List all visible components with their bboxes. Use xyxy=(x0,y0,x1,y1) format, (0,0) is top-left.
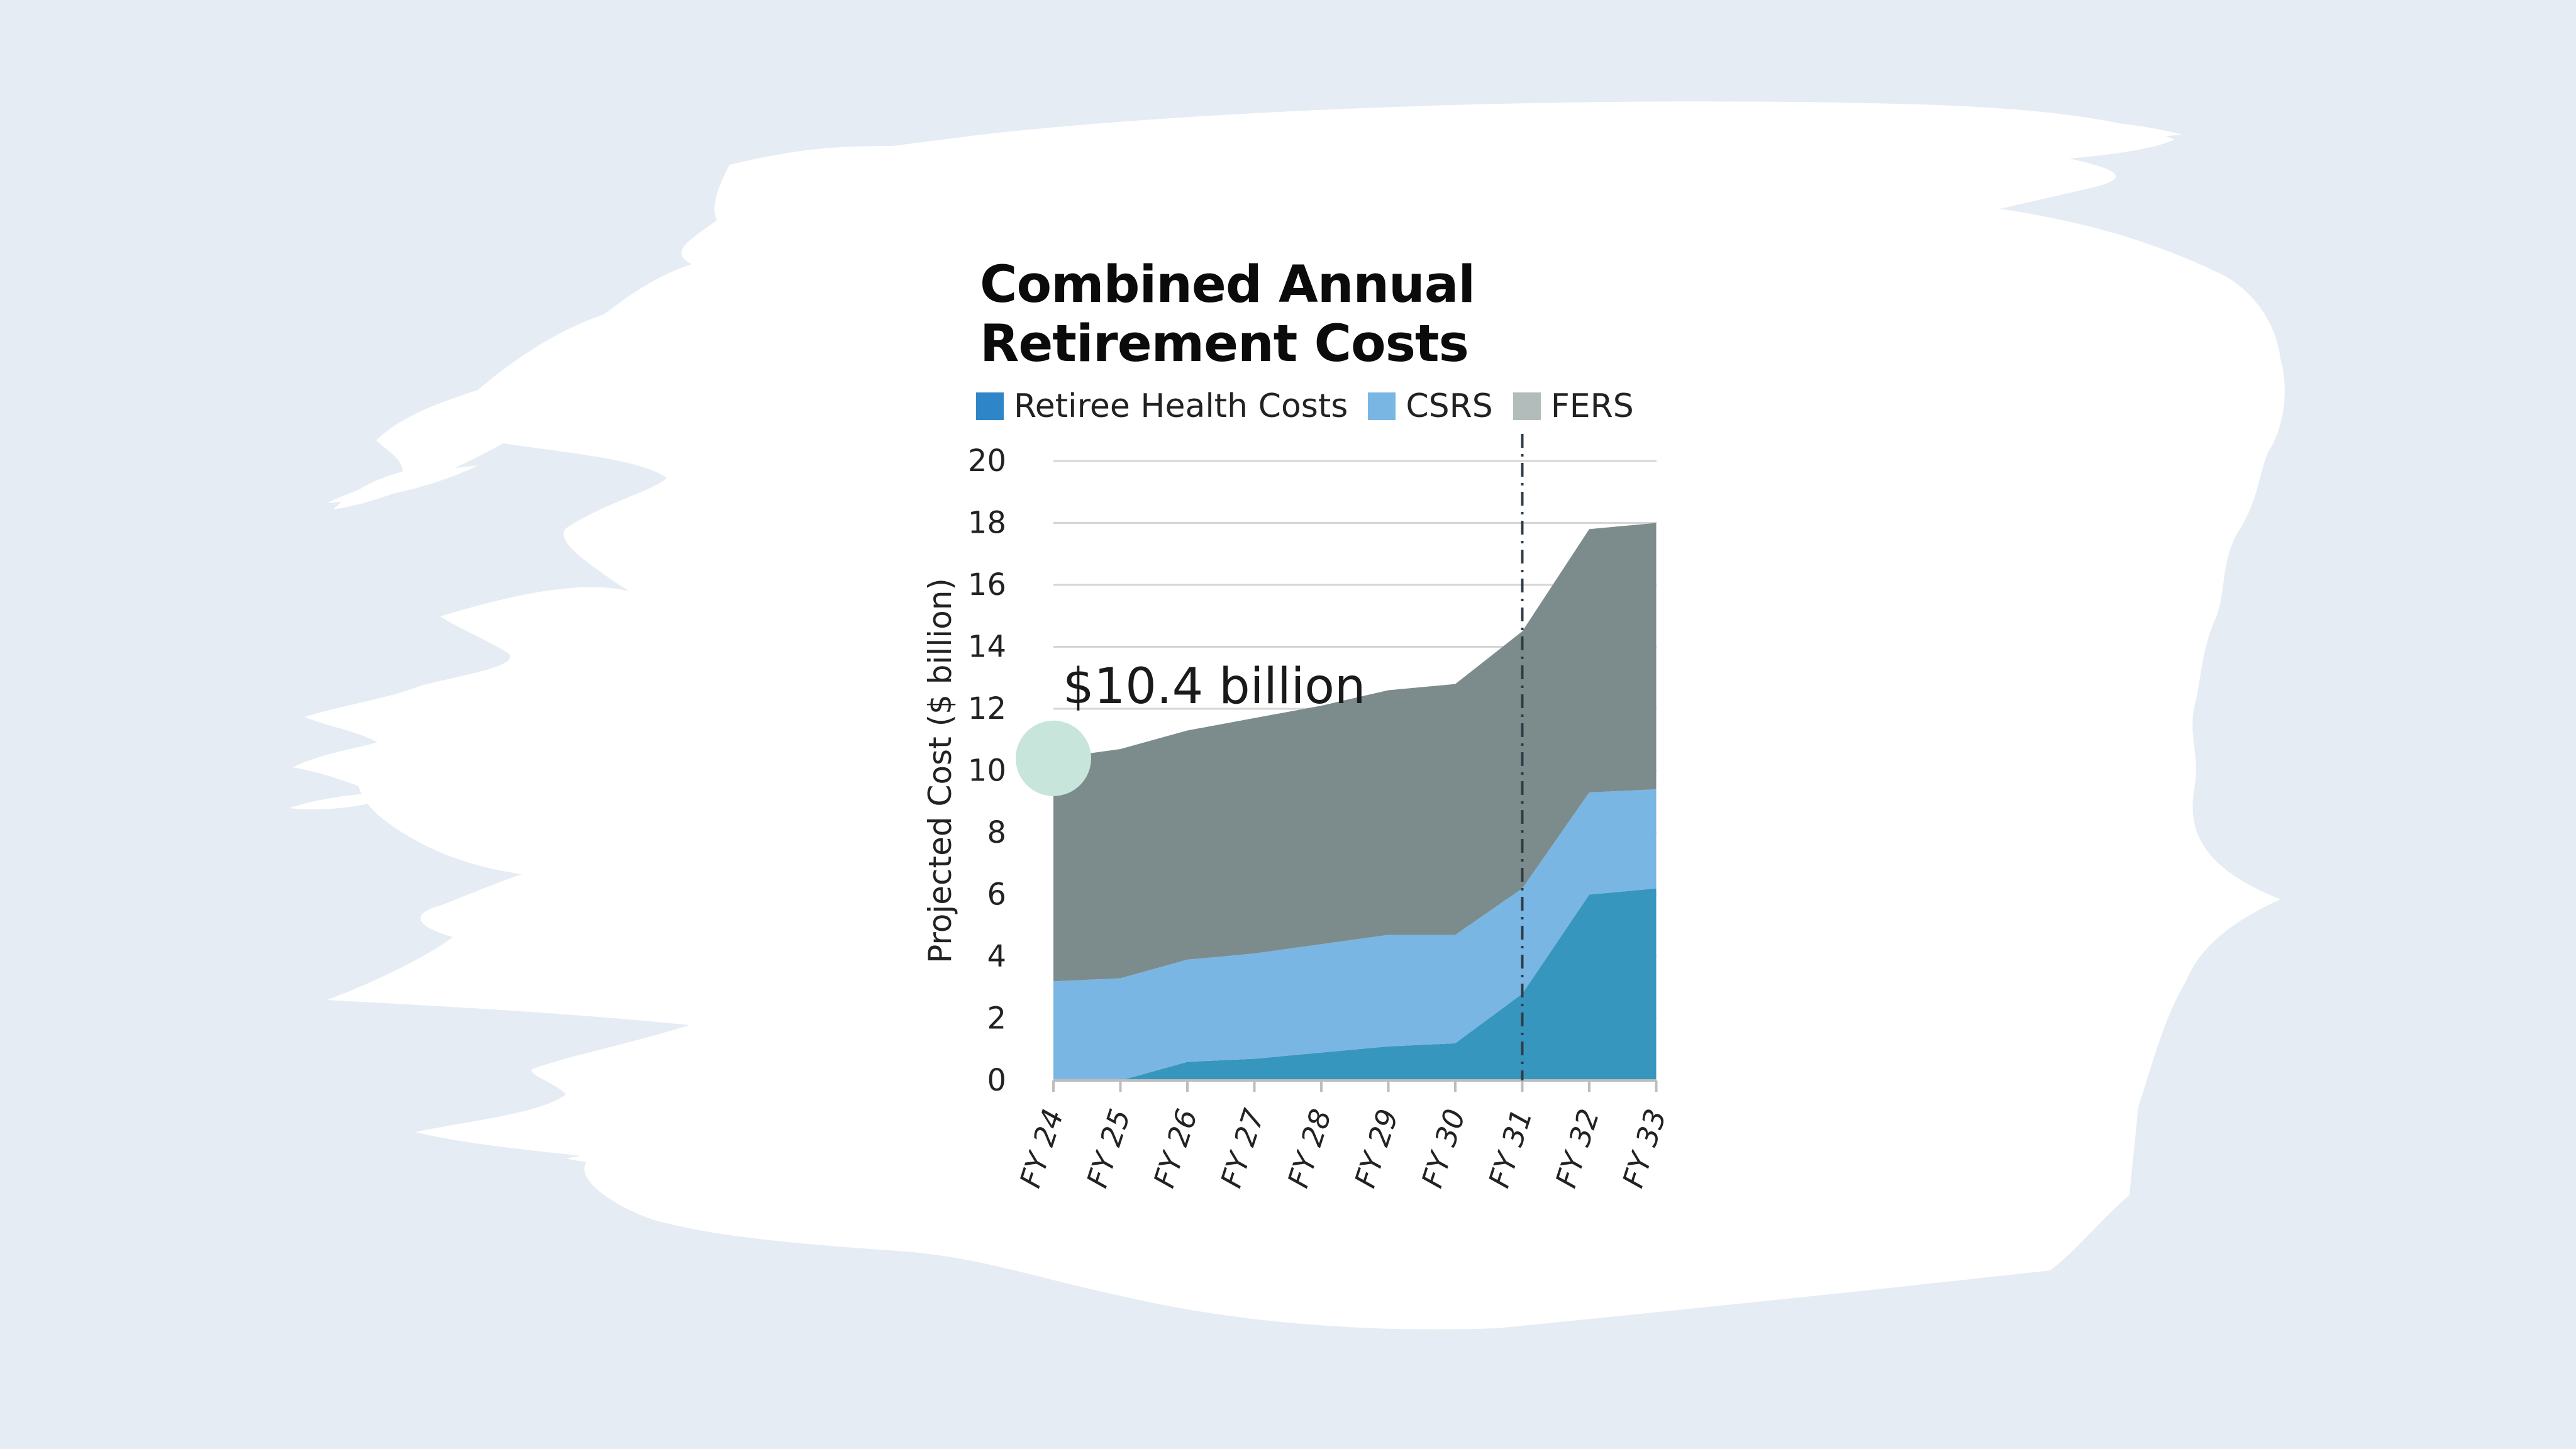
legend-swatch xyxy=(976,392,1004,420)
y-tick-label: 4 xyxy=(987,939,1006,974)
y-tick-label: 20 xyxy=(968,443,1006,479)
legend-item-fers: FERS xyxy=(1513,387,1634,425)
chart-legend: Retiree Health Costs CSRS FERS xyxy=(976,387,1654,425)
legend-swatch xyxy=(1513,392,1541,420)
brush-streak-right-1 xyxy=(2012,119,2182,136)
annotation-label: $10.4 billion xyxy=(1063,658,1365,715)
y-tick-label: 8 xyxy=(987,815,1006,850)
brush-streak-bottom xyxy=(566,1151,692,1164)
y-tick-label: 6 xyxy=(987,877,1006,913)
chart-title-line-1: Combined Annual xyxy=(980,255,1475,314)
brush-streak-left-1 xyxy=(327,465,478,503)
legend-item-retiree-health-costs: Retiree Health Costs xyxy=(976,387,1348,425)
y-tick-label: 12 xyxy=(968,691,1006,726)
area-retiree-health-costs xyxy=(1053,888,1657,1080)
legend-item-csrs: CSRS xyxy=(1368,387,1493,425)
brush-streak-left-2 xyxy=(289,792,402,810)
y-axis-title: Projected Cost ($ billion) xyxy=(922,578,958,963)
y-tick-label: 10 xyxy=(968,753,1006,789)
chart-title-line-2: Retirement Costs xyxy=(980,314,1469,374)
y-tick-label: 2 xyxy=(987,1001,1006,1036)
area-csrs xyxy=(1053,789,1657,1080)
y-tick-label: 14 xyxy=(968,630,1006,665)
y-tick-label: 16 xyxy=(968,567,1006,602)
y-tick-label: 0 xyxy=(987,1063,1006,1098)
area-fers xyxy=(1053,523,1657,982)
legend-swatch xyxy=(1368,392,1396,420)
legend-label: FERS xyxy=(1550,387,1634,425)
legend-label: Retiree Health Costs xyxy=(1014,387,1348,425)
annotation-marker xyxy=(1016,720,1091,796)
y-tick-label: 18 xyxy=(968,506,1006,541)
legend-label: CSRS xyxy=(1406,387,1493,425)
